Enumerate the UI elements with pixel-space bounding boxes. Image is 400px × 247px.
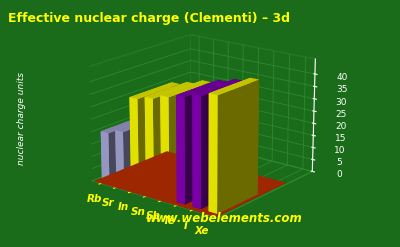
Text: nuclear charge units: nuclear charge units <box>18 72 26 165</box>
Text: Effective nuclear charge (Clementi) – 3d: Effective nuclear charge (Clementi) – 3d <box>8 12 290 25</box>
Text: www.webelements.com: www.webelements.com <box>146 212 302 225</box>
